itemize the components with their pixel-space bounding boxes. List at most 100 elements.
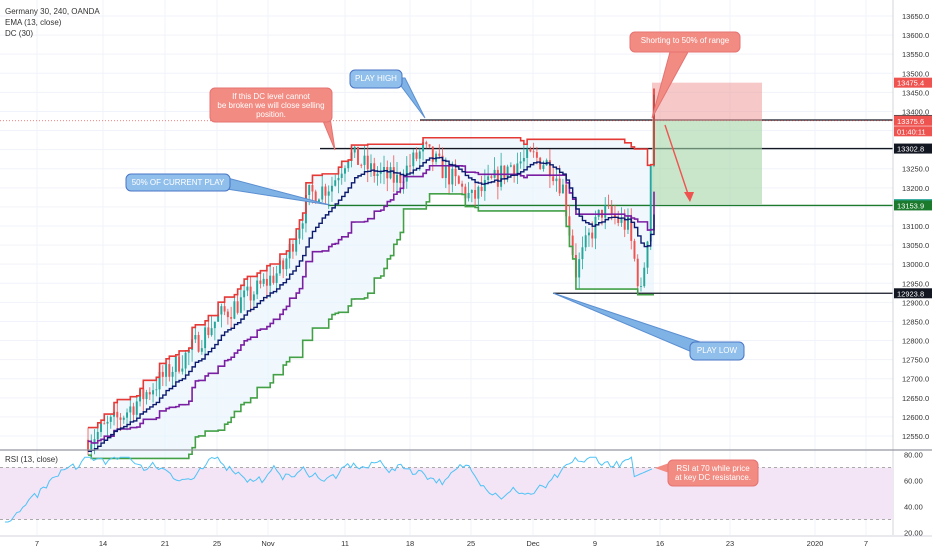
candle-body [467, 192, 470, 199]
rsi-tick: 40.00 [904, 502, 923, 511]
candle-body [415, 152, 418, 159]
candle-body [165, 364, 168, 377]
candle-body [213, 321, 216, 329]
candle-body [93, 439, 96, 445]
candle-body [317, 199, 320, 203]
candle-body [581, 247, 584, 260]
candle-body [552, 176, 555, 182]
price-tick: 12900.0 [902, 298, 929, 307]
play-low-pointer [552, 292, 701, 353]
shorting-note-text: Shorting to 50% of range [641, 36, 730, 45]
time-tick: 21 [161, 539, 169, 548]
candle-body [496, 169, 499, 187]
time-tick: 25 [467, 539, 475, 548]
price-tick: 13500.0 [902, 69, 929, 78]
price-label: 13475.4 [897, 79, 924, 88]
candle-body [627, 215, 629, 230]
candle-body [340, 173, 343, 178]
candle-body [308, 184, 311, 196]
candle-body [106, 421, 109, 424]
time-tick: Dec [526, 539, 540, 548]
candle-body [526, 148, 529, 158]
candle-body [269, 275, 272, 286]
price-tick: 12750.0 [902, 356, 929, 365]
candle-body [109, 416, 112, 422]
candle-body [363, 155, 366, 165]
candle-body [376, 173, 379, 177]
candle-body [591, 232, 594, 239]
candle-body [337, 177, 340, 181]
short-position-box [652, 82, 762, 205]
candle-body [324, 186, 327, 196]
donchian-upper [88, 88, 655, 429]
candle-body [239, 297, 242, 313]
price-label: 01:40:11 [897, 127, 926, 136]
candle-body [503, 165, 506, 178]
time-tick: 9 [593, 539, 597, 548]
candle-body [617, 217, 620, 223]
candle-body [278, 260, 281, 274]
dc-level-note-text: If this DC level cannot [232, 92, 311, 101]
price-label-bg [894, 288, 932, 299]
candle-body [90, 444, 93, 452]
rsi-band [0, 467, 893, 520]
candle-body [262, 278, 265, 284]
price-tick: 13050.0 [902, 241, 929, 250]
candle-body [181, 368, 184, 372]
candle-body [314, 191, 317, 203]
candle-body [438, 153, 441, 156]
candle-body [259, 280, 262, 284]
candle-body [298, 228, 301, 239]
candle-body [230, 317, 233, 319]
candle-body [132, 406, 135, 415]
time-tick: 14 [99, 539, 107, 548]
candle-body [155, 389, 158, 391]
time-tick: 7 [35, 539, 39, 548]
candle-body [636, 258, 639, 287]
candle-body [441, 155, 444, 179]
candle-body [477, 186, 480, 199]
candle-body [643, 267, 646, 287]
candle-body [236, 301, 239, 313]
candle-body [129, 406, 132, 413]
candle-body [152, 390, 155, 395]
price-tick: 13200.0 [902, 184, 929, 193]
rsi-tick: 60.00 [904, 477, 923, 486]
candle-body [87, 439, 89, 452]
donchian-basis [88, 164, 655, 444]
candle-body [490, 176, 493, 178]
time-tick: 23 [726, 539, 734, 548]
candle-body [291, 243, 294, 252]
candle-body [633, 240, 636, 259]
candle-body [220, 306, 223, 315]
candle-body [200, 348, 203, 352]
candle-body [610, 206, 613, 216]
candle-body [542, 165, 545, 169]
rsi-note-box [667, 459, 759, 487]
dc-level-note-text: position. [256, 110, 286, 119]
shorting-note-box [629, 31, 741, 53]
time-tick: 18 [406, 539, 414, 548]
fifty-pct-note-box [125, 173, 231, 192]
candle-body [145, 392, 148, 400]
candle-body [386, 167, 389, 179]
candle-body [454, 168, 457, 177]
time-tick: 25 [213, 539, 221, 548]
candle-body [353, 146, 356, 153]
candle-body [483, 179, 486, 192]
candle-body [409, 165, 412, 167]
rsi-line [5, 456, 653, 523]
candle-body [529, 148, 532, 152]
candle-body [233, 301, 236, 319]
candle-body [100, 423, 102, 432]
candle-body [135, 401, 138, 415]
rsi-note-text: at key DC resistance. [675, 473, 751, 482]
candle-body [158, 371, 161, 390]
candle-body [396, 174, 398, 183]
fifty-pct-note-text: 50% OF CURRENT PLAY [132, 178, 225, 187]
donchian-lower [88, 192, 654, 460]
candle-body [640, 286, 642, 287]
candle-body [613, 215, 616, 218]
donchian-band-fill [88, 88, 654, 459]
